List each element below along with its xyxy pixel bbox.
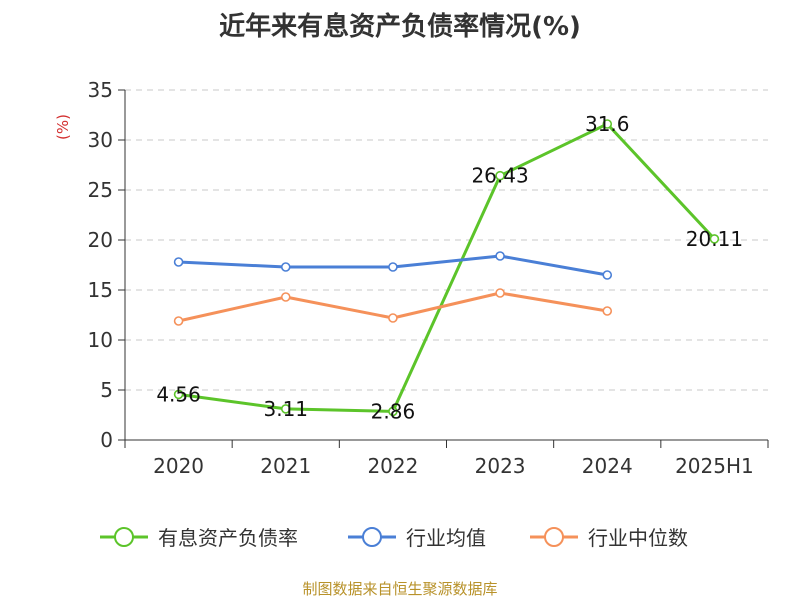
y-tick-label: 15 xyxy=(88,278,113,302)
legend-label: 行业中位数 xyxy=(588,526,688,550)
legend-marker xyxy=(362,527,382,547)
data-point xyxy=(602,270,613,280)
data-labels: 4.56 3.11 2.86 26.43 31.6 20.11 xyxy=(156,112,743,423)
data-point xyxy=(388,262,398,272)
y-tick-label: 35 xyxy=(88,78,113,102)
data-point xyxy=(173,316,184,326)
x-tick-label: 2021 xyxy=(260,454,311,478)
data-label: 26.43 xyxy=(471,164,528,188)
grid-lines xyxy=(125,89,768,391)
y-tick-label: 5 xyxy=(100,378,113,402)
data-label: 20.11 xyxy=(686,227,743,251)
data-point xyxy=(602,119,613,129)
axes: 0 5 10 15 20 25 30 35 2020 2021 2022 2023 2024 2025H1… xyxy=(54,78,769,478)
source-note: 制图数据来自恒生聚源数据库 xyxy=(302,580,498,598)
data-point xyxy=(280,262,291,272)
data-point xyxy=(280,292,291,302)
data-point xyxy=(495,251,505,261)
data-label: 3.11 xyxy=(263,397,308,421)
data-point xyxy=(173,257,184,267)
data-point xyxy=(388,406,398,417)
data-point xyxy=(173,389,184,400)
data-label: 4.56 xyxy=(156,382,201,406)
series-line-0 xyxy=(178,122,716,413)
data-point xyxy=(495,170,505,181)
series-lines xyxy=(173,119,720,417)
data-point xyxy=(709,234,720,244)
data-point xyxy=(602,306,613,316)
y-tick-label: 0 xyxy=(100,428,113,452)
data-point xyxy=(495,288,505,298)
x-tick-label: 2022 xyxy=(367,454,418,478)
legend-label: 行业均值 xyxy=(406,526,486,550)
legend-marker xyxy=(544,527,564,547)
legend-label: 有息资产负债率 xyxy=(158,526,298,550)
legend-marker xyxy=(114,527,134,547)
y-tick-label: 30 xyxy=(88,128,113,152)
x-tick-label: 2025H1 xyxy=(675,454,754,478)
x-tick-label: 2023 xyxy=(475,454,526,478)
x-tick-label: 2024 xyxy=(582,454,633,478)
data-label: 2.86 xyxy=(371,399,416,423)
chart-title: 近年来有息资产负债率情况(%) xyxy=(219,12,581,42)
data-label: 31.6 xyxy=(585,112,630,136)
data-point xyxy=(388,313,398,323)
x-tick-label: 2020 xyxy=(153,454,204,478)
y-tick-label: 20 xyxy=(88,228,113,252)
y-tick-label: 25 xyxy=(88,178,113,202)
y-tick-label: 10 xyxy=(88,328,113,352)
legend: 有息资产负债率 行业均值 行业中位数 xyxy=(100,526,688,550)
y-axis-unit: (%) xyxy=(54,114,72,140)
data-point xyxy=(280,404,291,414)
